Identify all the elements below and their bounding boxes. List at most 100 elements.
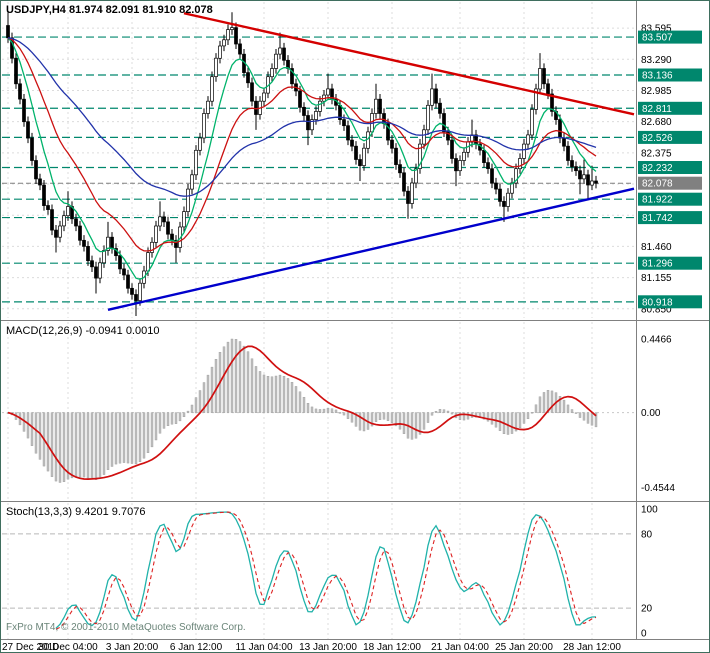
macd-histogram-bar (162, 412, 166, 429)
macd-histogram-bar (438, 409, 442, 413)
macd-histogram-bar (530, 412, 534, 414)
price-level-tag (638, 211, 702, 225)
macd-histogram-bar (382, 412, 386, 420)
candle-body (158, 216, 162, 227)
macd-histogram-bar (62, 412, 66, 482)
candle-body (398, 164, 402, 174)
macd-histogram-bar (106, 412, 110, 470)
candle-body (534, 88, 538, 110)
macd-histogram-bar (74, 412, 78, 478)
price-axis-label: 82.680 (641, 117, 672, 128)
macd-histogram-bar (442, 409, 446, 413)
candle-body (582, 174, 586, 180)
current-price-tag (638, 176, 702, 190)
candle-body (250, 82, 254, 102)
candle-body (454, 158, 458, 172)
macd-histogram-bar (546, 390, 550, 413)
macd-histogram-bar (338, 412, 342, 414)
macd-histogram-bar (210, 366, 214, 413)
macd-histogram-bar (94, 412, 98, 480)
macd-histogram-bar (242, 345, 246, 413)
macd-histogram-bar (150, 412, 154, 448)
macd-histogram-bar (334, 409, 338, 413)
candle-body (374, 98, 378, 114)
time-axis-label: 6 Jan 12:00 (170, 642, 223, 653)
macd-histogram-bar (122, 412, 126, 463)
candle-body (146, 252, 150, 272)
macd-histogram-bar (118, 412, 122, 464)
candle-body (314, 111, 318, 120)
candle-body (78, 225, 82, 241)
candle-body (190, 174, 194, 190)
candle-body (402, 172, 406, 192)
macd-histogram-bar (578, 412, 582, 418)
macd-histogram-bar (526, 412, 530, 420)
time-axis-label: 11 Jan 04:00 (235, 642, 293, 653)
macd-histogram-bar (314, 408, 318, 413)
macd-histogram-bar (126, 412, 130, 464)
macd-histogram-bar (110, 412, 114, 467)
candle-body (6, 25, 10, 39)
macd-histogram-bar (190, 404, 194, 413)
price-level-tag (638, 256, 702, 270)
macd-histogram-bar (490, 412, 494, 425)
price-axis-label: 83.595 (641, 24, 672, 35)
candle-body (406, 190, 410, 204)
candle-body (210, 76, 214, 102)
macd-histogram-bar (310, 406, 314, 413)
candle-body (378, 98, 382, 114)
macd-histogram-bar (422, 412, 426, 430)
candle-body (122, 268, 126, 276)
descending-trendline[interactable] (183, 12, 635, 116)
macd-histogram-bar (86, 412, 90, 479)
price-scale[interactable] (637, 0, 710, 640)
price-axis-label: 82.985 (641, 86, 672, 97)
time-scale[interactable] (0, 640, 710, 653)
candle-body (306, 115, 310, 131)
candle-body (42, 184, 46, 206)
candle-body (318, 100, 322, 112)
candle-body (442, 113, 446, 133)
candle-body (246, 72, 250, 84)
price-axis-label: 81.460 (641, 242, 672, 253)
macd-histogram-bar (230, 338, 234, 413)
macd-histogram-bar (474, 412, 478, 418)
candle-body (566, 145, 570, 161)
candle-body (58, 225, 62, 238)
time-axis-label: 27 Dec 2010 (2, 642, 59, 653)
macd-histogram-bar (170, 412, 174, 425)
candle-body (426, 104, 430, 131)
price-axis-label: 82.375 (641, 148, 672, 159)
macd-histogram-bar (234, 339, 238, 413)
candle-body (590, 180, 594, 186)
macd-histogram-bar (318, 409, 322, 413)
macd-histogram-bar (134, 412, 138, 465)
macd-histogram-bar (258, 371, 262, 413)
time-axis-label: 13 Jan 20:00 (299, 642, 357, 653)
macd-histogram-bar (358, 412, 362, 431)
price-level-tag-label: 81.296 (642, 259, 673, 270)
stoch-title: Stoch(13,3,3) 9.4201 9.7076 (6, 506, 146, 518)
price-level-tag-label: 82.232 (642, 163, 673, 174)
candle-body (290, 68, 294, 85)
macd-histogram-bar (98, 412, 102, 479)
macd-histogram-bar (514, 412, 518, 432)
price-level-tag-label: 82.526 (642, 133, 673, 144)
macd-histogram-bar (450, 412, 454, 415)
candle-body (578, 170, 582, 180)
macd-histogram-bar (198, 390, 202, 413)
ascending-trendline[interactable] (107, 187, 635, 311)
candle-body (550, 93, 554, 112)
macd-histogram-bar (538, 396, 542, 413)
candle-body (278, 47, 282, 55)
candle-body (170, 233, 174, 241)
macd-histogram-bar (138, 412, 142, 463)
macd-histogram-bar (434, 411, 438, 413)
macd-histogram-bar (342, 412, 346, 416)
macd-histogram-bar (206, 374, 210, 413)
macd-histogram-bar (154, 412, 158, 441)
candle-body (358, 159, 362, 166)
macd-histogram-bar (466, 412, 470, 420)
time-axis-label: 3 Jan 20:00 (106, 642, 159, 653)
